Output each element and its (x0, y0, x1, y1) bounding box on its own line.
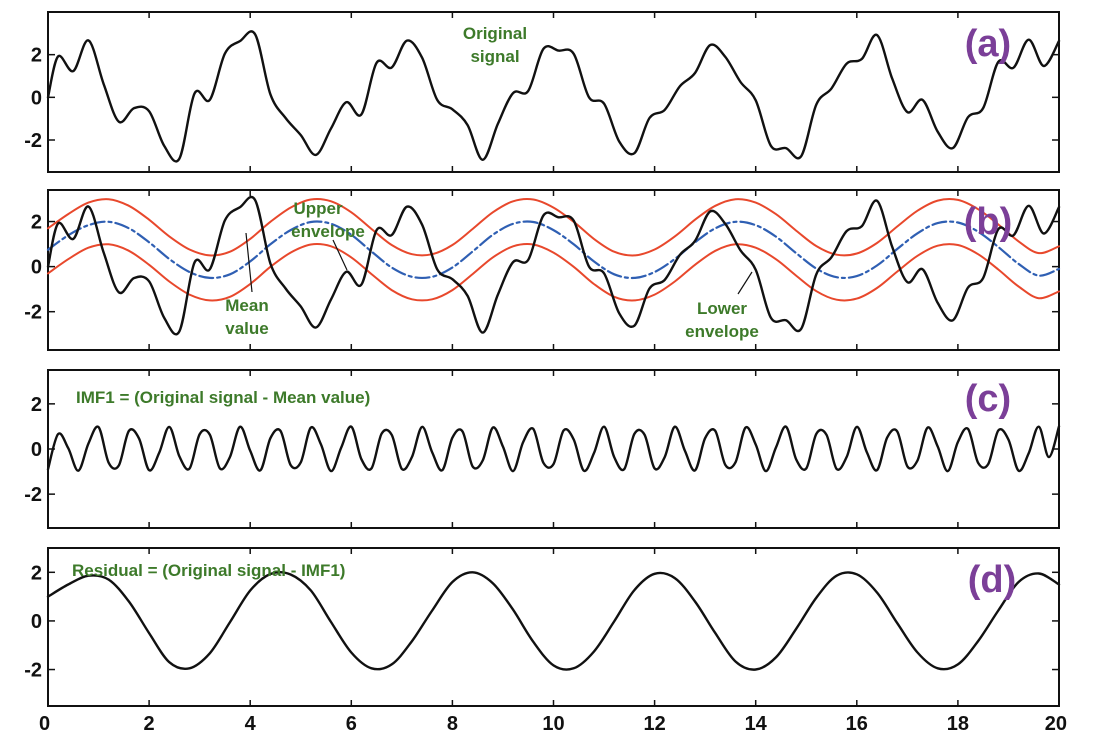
panel-c-yticks (48, 403, 1059, 495)
panel-c-ytick-label-1: 0 (31, 439, 42, 461)
panel-d-xticks (47, 548, 1060, 706)
panel-a-ytick-label-2: 2 (31, 45, 42, 67)
panel-b-series-upper-line (47, 198, 1060, 257)
x-tick-label-5: 10 (542, 713, 564, 735)
panel-b-series (46, 195, 1061, 336)
annotation-upper-envelope-line1: Upper (293, 199, 343, 218)
x-tick-label-7: 14 (745, 713, 768, 735)
panel-c-series-signal-line (46, 425, 1061, 473)
panel-a-ytick-labels: -2 0 2 (24, 45, 42, 152)
panel-b-yticks (48, 220, 1059, 313)
panel-b-xticks (47, 190, 1060, 350)
panel-c-ytick-label-0: -2 (24, 484, 42, 506)
panel-a-series-signal-line (46, 30, 1061, 163)
x-tick-label-8: 16 (846, 713, 868, 735)
panel-d-ytick-label-0: -2 (24, 660, 42, 682)
annotation-residual: Residual = (Original signal - IMF1) (72, 561, 345, 580)
x-tick-label-0: 0 (39, 713, 50, 735)
panel-a: -2 0 2 Original signal (a) (24, 11, 1061, 173)
annotation-mean-value-line2: value (225, 319, 268, 338)
panel-c-series (46, 425, 1061, 473)
x-axis-tick-labels: 0 2 4 6 8 10 12 14 16 18 20 (39, 713, 1067, 735)
annotation-imf1: IMF1 = (Original signal - Mean value) (76, 388, 370, 407)
panel-c-label: (c) (965, 378, 1011, 420)
pointer-mean-value (245, 232, 253, 293)
annotation-original-signal-line2: signal (470, 47, 519, 66)
panel-b-series-signal-line (46, 195, 1061, 336)
panel-b-ytick-label-1: 0 (31, 257, 42, 279)
x-tick-label-1: 2 (144, 713, 155, 735)
x-tick-label-4: 8 (447, 713, 458, 735)
panel-b-ytick-label-0: -2 (24, 302, 42, 324)
panel-d-ytick-label-2: 2 (31, 562, 42, 584)
panel-d-series (46, 570, 1061, 671)
annotation-lower-envelope-line1: Lower (697, 299, 747, 318)
panel-a-xticks (47, 12, 1060, 172)
panel-c-ytick-label-2: 2 (31, 394, 42, 416)
panel-d-yticks (48, 571, 1059, 671)
panel-d-ytick-label-1: 0 (31, 611, 42, 633)
x-tick-label-10: 20 (1045, 713, 1067, 735)
panel-b: -2 0 2 Upper envelope Mean value Lower env… (24, 189, 1061, 351)
x-tick-label-2: 4 (245, 713, 257, 735)
panel-c-xticks (47, 370, 1060, 528)
panel-a-yticks (48, 53, 1059, 141)
panel-a-ytick-label-1: 0 (31, 87, 42, 109)
panel-c: -2 0 2 IMF1 = (Original signal - Mean valu… (24, 369, 1061, 529)
x-tick-label-3: 6 (346, 713, 357, 735)
panel-b-ytick-labels: -2 0 2 (24, 212, 42, 324)
annotation-upper-envelope-line2: envelope (291, 222, 365, 241)
panel-b-series-mean-line (46, 220, 1061, 280)
annotation-lower-envelope-line2: envelope (685, 322, 759, 341)
panel-b-series-lower-line (47, 243, 1060, 302)
pointer-upper-envelope (332, 239, 348, 271)
panel-a-series (46, 30, 1061, 163)
panel-d-label: (d) (968, 559, 1017, 601)
panel-c-ytick-labels: -2 0 2 (24, 394, 42, 506)
panel-a-ytick-label-0: -2 (24, 130, 42, 152)
x-tick-label-9: 18 (947, 713, 969, 735)
panel-a-label: (a) (965, 23, 1011, 65)
panel-b-ytick-label-2: 2 (31, 212, 42, 234)
panel-d-series-signal-line (46, 570, 1061, 671)
panel-d-ytick-labels: -2 0 2 (24, 562, 42, 681)
x-tick-label-6: 12 (643, 713, 665, 735)
pointer-lower-envelope (737, 271, 753, 295)
panel-b-label: (b) (964, 201, 1013, 243)
panel-d: -2 0 2 Residual = (Original signal - IMF1)… (24, 547, 1061, 707)
annotation-mean-value-line1: Mean (225, 296, 268, 315)
annotation-original-signal-line1: Original (463, 24, 527, 43)
